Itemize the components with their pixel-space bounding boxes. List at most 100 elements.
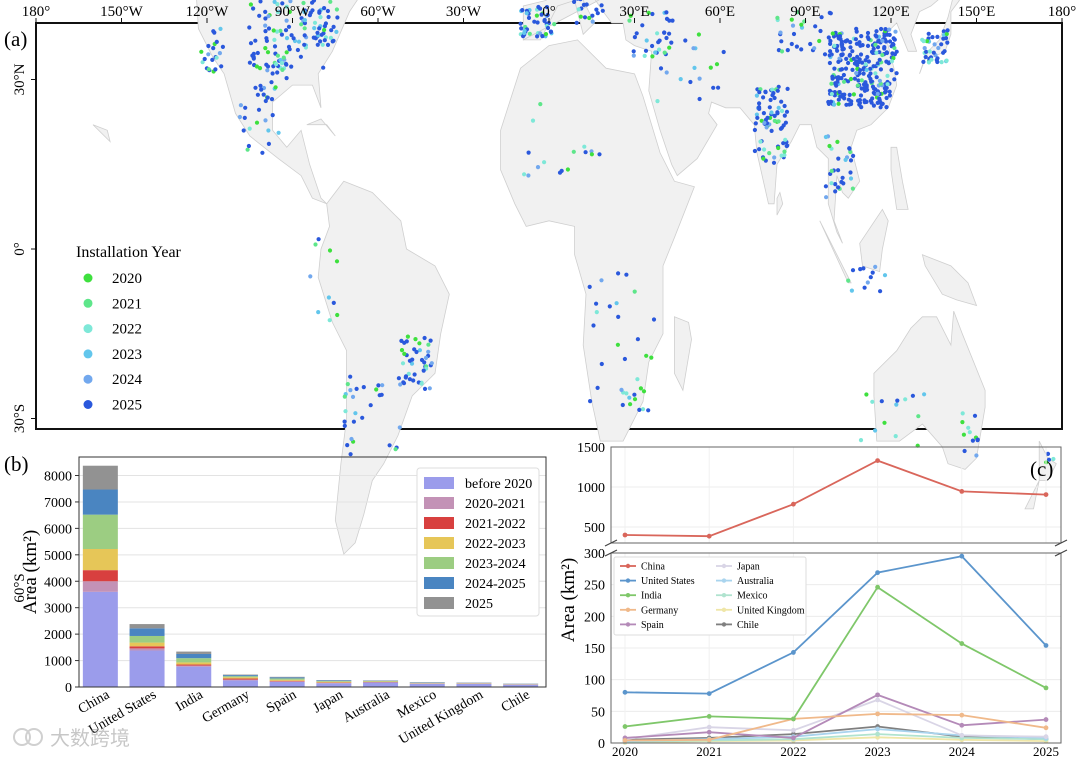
series-point	[875, 570, 880, 576]
series-point	[706, 533, 712, 539]
installation-point	[826, 35, 831, 40]
installation-point	[302, 9, 307, 14]
installation-point	[590, 13, 595, 18]
installation-point	[970, 438, 976, 443]
line-y-tick-label: 50	[591, 705, 605, 720]
installation-point	[878, 289, 883, 294]
installation-point	[543, 31, 549, 37]
installation-point	[779, 49, 785, 54]
bar-segment	[176, 653, 212, 659]
installation-point	[664, 70, 669, 75]
installation-point	[417, 348, 422, 353]
bar-y-tick-label: 4000	[44, 575, 72, 590]
installation-point	[884, 95, 889, 101]
bar-y-tick-label: 3000	[44, 602, 72, 617]
installation-point	[327, 318, 332, 323]
installation-point	[587, 284, 592, 289]
line-legend-label: Germany	[641, 605, 678, 616]
line-legend: China United States India Germany Spain Japan…	[613, 556, 807, 636]
installation-point	[632, 397, 638, 402]
installation-point	[752, 148, 758, 154]
bar-segment	[129, 624, 165, 629]
installation-point	[941, 29, 946, 34]
series-point	[1043, 725, 1049, 731]
installation-point	[974, 453, 979, 458]
installation-point	[646, 10, 651, 15]
installation-point	[289, 64, 294, 69]
installation-point	[578, 0, 583, 2]
installation-point	[887, 27, 892, 32]
installation-point	[850, 268, 856, 273]
installation-point	[851, 153, 856, 158]
installation-point	[910, 393, 916, 398]
line-y-axis-label: Area (km²)	[558, 558, 579, 642]
installation-point	[607, 304, 612, 309]
installation-point	[782, 103, 787, 109]
installation-point	[926, 60, 932, 65]
installation-point	[708, 65, 713, 70]
installation-point	[921, 59, 926, 64]
bar-segment	[363, 681, 399, 682]
installation-point	[789, 17, 794, 22]
installation-point	[334, 259, 340, 264]
installation-point	[331, 300, 336, 305]
series-point	[959, 553, 965, 559]
installation-point	[775, 88, 780, 93]
installation-point	[318, 39, 323, 44]
installation-point	[595, 11, 600, 16]
installation-point	[782, 113, 787, 118]
installation-point	[757, 101, 762, 106]
installation-point	[846, 79, 851, 84]
series-line-Chile	[624, 725, 1047, 741]
installation-point	[868, 66, 873, 71]
installation-point	[263, 98, 268, 104]
installation-point	[272, 37, 277, 43]
installation-point	[325, 42, 331, 48]
installation-point	[399, 338, 404, 343]
installation-point	[856, 60, 861, 65]
installation-point	[251, 51, 256, 57]
installation-point	[874, 34, 879, 39]
installation-point	[417, 341, 422, 346]
installation-point	[655, 99, 660, 104]
legend-marker-2024	[83, 374, 93, 384]
line-x-tick-label: 2023	[865, 744, 891, 758]
installation-point	[320, 42, 325, 47]
bar-segment	[176, 665, 212, 667]
installation-point	[885, 82, 890, 87]
installation-point	[246, 143, 251, 149]
installation-point	[627, 18, 632, 23]
installation-point	[559, 168, 564, 173]
installation-point	[874, 50, 879, 55]
installation-point	[770, 87, 775, 92]
installation-point	[319, 32, 324, 37]
installation-point	[532, 19, 537, 24]
bar-x-tick-label: Chile	[499, 687, 533, 715]
installation-point	[518, 21, 523, 26]
installation-point	[599, 361, 604, 367]
installation-point	[635, 377, 640, 382]
installation-point	[284, 36, 290, 41]
installation-point	[616, 314, 621, 319]
bar-segment	[222, 675, 258, 677]
bar-segment	[82, 514, 118, 549]
series-point	[791, 716, 796, 722]
line-x-tick-labels: 2020 2021 2022 2023 2024 2025	[612, 744, 1059, 758]
installation-point	[548, 29, 554, 34]
axis-break-marks	[604, 539, 1068, 557]
installation-point	[353, 411, 358, 416]
installation-point	[257, 13, 262, 18]
installation-point	[265, 50, 271, 55]
installation-point	[791, 31, 797, 37]
installation-point	[542, 160, 547, 165]
bar-segment	[316, 682, 352, 684]
installation-point	[317, 10, 322, 15]
installation-point	[334, 29, 339, 34]
installation-point	[875, 100, 880, 105]
installation-point	[403, 375, 408, 380]
bar-segment	[129, 650, 165, 687]
line-legend-label: Mexico	[737, 591, 768, 602]
bar-segment	[129, 628, 165, 636]
installation-point	[265, 68, 270, 73]
installation-point	[538, 6, 543, 11]
